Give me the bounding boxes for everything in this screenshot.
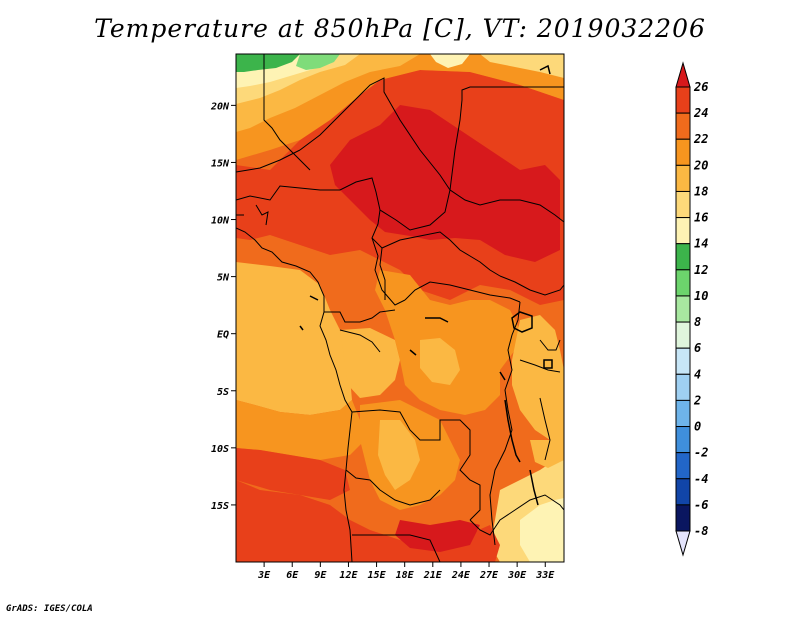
field-24-south — [236, 480, 500, 562]
colorbar-label: 12 — [694, 263, 708, 277]
colorbar-segment — [675, 426, 691, 454]
colorbar-label: -6 — [694, 498, 708, 512]
field-12-north — [236, 54, 300, 72]
colorbar-label: 22 — [693, 132, 708, 146]
map-title: Temperature at 850hPa [C], VT: 201903220… — [94, 14, 706, 43]
colorbar-label: 14 — [694, 237, 708, 251]
lat-tick-label: 10N — [211, 216, 230, 227]
colorbar-label: 8 — [694, 315, 701, 329]
field-10-north — [296, 54, 340, 70]
field-18-west — [236, 262, 352, 415]
colorbar-over-triangle — [675, 61, 691, 88]
lon-tick-label: 27E — [479, 570, 499, 581]
map-frame — [235, 53, 565, 563]
lon-tick-label: 18E — [396, 570, 415, 581]
field-18-east — [512, 315, 564, 440]
colorbar-label: 10 — [694, 289, 708, 303]
colorbar-segment — [675, 452, 691, 480]
field-26 — [330, 105, 560, 262]
colorbar-label: 24 — [693, 106, 708, 120]
colorbar-segment — [675, 112, 691, 140]
colorbar-under-triangle — [675, 530, 691, 557]
colorbar-segment — [675, 190, 691, 219]
colorbar-label: 2 — [693, 393, 701, 407]
lon-tick-label: 12E — [339, 570, 358, 581]
colorbar-label: -8 — [694, 524, 708, 538]
colorbar-label: 26 — [693, 80, 708, 94]
lon-tick-label: 15E — [368, 570, 387, 581]
colorbar-segment — [675, 478, 691, 506]
lat-tick-label: EQ — [217, 330, 229, 341]
lon-tick-label: 6E — [286, 570, 299, 581]
lat-tick-label: 10S — [211, 444, 229, 455]
colorbar-segment — [675, 138, 691, 166]
colorbar-segment — [675, 243, 691, 271]
lat-tick-label: 5N — [217, 273, 230, 284]
colorbar-segment — [675, 295, 691, 323]
temperature-field — [236, 54, 564, 562]
colorbar-segment — [675, 504, 691, 532]
colorbar-segment — [675, 164, 691, 192]
colorbar-label: 0 — [694, 420, 701, 434]
colorbar-segment — [675, 217, 691, 245]
lake-tanganyika — [504, 399, 521, 463]
lat-tick-label: 15S — [211, 501, 229, 512]
lon-tick-label: 9E — [314, 570, 327, 581]
field-20-central — [236, 400, 365, 460]
lat-tick-label: 5S — [217, 387, 229, 398]
lakes — [299, 64, 553, 506]
lake-victoria — [511, 311, 533, 333]
lat-tick-label: 20N — [210, 101, 230, 112]
latitude-axis: 20N 15N 10N 5N EQ 5S 10S 15S — [210, 101, 236, 512]
lake-malawi — [529, 469, 539, 506]
colorbar-segment — [675, 269, 691, 297]
colorbar-label: -4 — [694, 472, 708, 486]
colorbar-segment — [675, 373, 691, 401]
lon-tick-label: 21E — [423, 570, 443, 581]
lon-tick-label: 30E — [507, 570, 527, 581]
lon-tick-label: 3E — [257, 570, 271, 581]
colorbar-label: 18 — [694, 184, 708, 198]
country-borders — [236, 54, 564, 562]
colorbar-label: 6 — [694, 341, 701, 355]
colorbar-label: -2 — [694, 446, 708, 460]
colorbar-segment — [675, 347, 691, 375]
lat-tick-label: 15N — [211, 158, 230, 169]
colorbar-segment — [675, 86, 691, 114]
colorbar-segment — [675, 399, 691, 428]
lon-tick-label: 33E — [535, 570, 555, 581]
lon-tick-label: 24E — [451, 570, 471, 581]
colorbar-label: 16 — [694, 211, 708, 225]
colorbar-label: 20 — [693, 158, 708, 172]
longitude-axis: 3E 6E 9E 12E 15E 18E 21E 24E 27E 30E 33E — [257, 562, 555, 581]
colorbar-label: 4 — [694, 367, 701, 381]
credit-label: GrADS: IGES/COLA — [6, 604, 93, 614]
colorbar-segment — [675, 321, 691, 349]
